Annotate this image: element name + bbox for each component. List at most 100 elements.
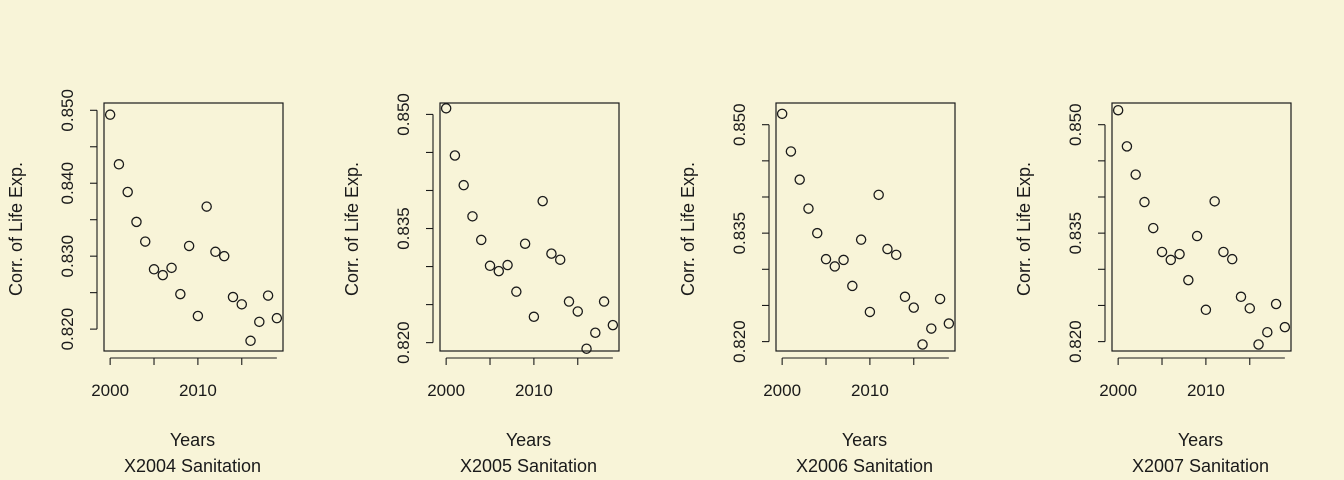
data-point (210, 246, 221, 258)
data-point (192, 310, 204, 322)
data-point (864, 306, 876, 318)
data-points (440, 103, 619, 354)
data-point (1235, 291, 1247, 303)
data-point (1191, 230, 1203, 242)
plot-frame (775, 102, 956, 352)
data-point (511, 286, 522, 297)
x-axis-label: Years (842, 430, 887, 450)
data-point (1218, 246, 1229, 258)
data-point (1183, 274, 1194, 286)
y-axis: 0.820 0.830 0.840 0.850 (58, 89, 98, 351)
y-axis: 0.820 0.835 0.850 (730, 103, 770, 363)
data-point (1112, 104, 1124, 116)
data-point (1130, 169, 1141, 180)
y-axis-label: Corr. of Life Exp. (1014, 162, 1034, 296)
data-point (175, 288, 186, 300)
x-axis: 2000 2010 (763, 357, 949, 400)
data-point (131, 216, 142, 228)
data-point (847, 280, 858, 292)
chart-caption: X2005 Sanitation (460, 456, 597, 476)
y-axis-label: Corr. of Life Exp. (6, 162, 26, 296)
y-tick-label: 0.835 (394, 207, 413, 250)
chart-caption: X2007 Sanitation (1132, 456, 1269, 476)
data-point (873, 189, 884, 201)
x-axis-label: Years (170, 430, 215, 450)
scatter-chart-4: 2000 2010 0.820 0.835 0.850 Corr. of Life Exp… (1014, 102, 1292, 476)
data-point (449, 150, 461, 161)
x-tick-label: 2010 (515, 381, 553, 400)
data-point (838, 254, 849, 266)
data-point (908, 302, 920, 313)
data-point (484, 260, 496, 272)
data-point (943, 318, 955, 329)
data-points (776, 108, 955, 350)
x-tick-label: 2010 (179, 381, 217, 400)
data-point (1279, 321, 1291, 333)
y-tick-label: 0.850 (1066, 103, 1085, 146)
data-point (607, 319, 619, 331)
data-point (1244, 303, 1256, 314)
data-point (1165, 254, 1177, 266)
data-point (785, 146, 797, 157)
data-point (122, 186, 133, 198)
data-point (475, 234, 487, 246)
data-point (218, 250, 230, 262)
y-tick-label: 0.830 (58, 235, 77, 278)
y-axis-label: Corr. of Life Exp. (678, 162, 698, 296)
data-point (934, 293, 946, 305)
data-point (236, 299, 248, 310)
y-tick-label: 0.820 (394, 321, 413, 364)
data-point (829, 261, 841, 272)
data-point (803, 203, 814, 214)
y-tick-label: 0.835 (730, 212, 749, 255)
data-point (855, 234, 867, 245)
data-point (1270, 298, 1282, 310)
data-point (1200, 304, 1212, 316)
x-tick-label: 2010 (851, 381, 889, 400)
data-point (528, 311, 540, 323)
data-points (104, 109, 283, 347)
data-point (104, 109, 116, 120)
y-tick-label: 0.820 (58, 308, 77, 351)
data-point (1226, 253, 1238, 265)
chart-caption: X2006 Sanitation (796, 456, 933, 476)
data-point (890, 249, 902, 261)
data-point (201, 201, 212, 212)
data-point (227, 291, 239, 303)
x-axis: 2000 2010 (427, 357, 613, 400)
data-point (157, 269, 169, 281)
data-point (590, 327, 601, 338)
y-tick-label: 0.850 (58, 89, 77, 132)
data-point (776, 108, 788, 120)
data-point (245, 335, 256, 347)
data-point (1253, 339, 1264, 350)
data-point (1121, 141, 1133, 152)
plot-frame (103, 102, 284, 352)
y-tick-label: 0.850 (730, 103, 749, 146)
y-axis: 0.820 0.835 0.850 (1066, 103, 1106, 363)
x-tick-label: 2010 (1187, 381, 1225, 400)
data-point (811, 227, 823, 239)
y-tick-label: 0.850 (394, 93, 413, 136)
data-point (166, 262, 177, 274)
data-point (537, 195, 548, 207)
plot-frame (1111, 102, 1292, 352)
data-point (598, 296, 610, 307)
chart-caption: X2004 Sanitation (124, 456, 261, 476)
data-point (926, 323, 937, 334)
data-point (572, 306, 584, 317)
y-axis-label: Corr. of Life Exp. (342, 162, 362, 296)
data-point (148, 264, 160, 275)
data-point (113, 159, 125, 170)
x-axis: 2000 2010 (1099, 357, 1285, 400)
x-axis: 2000 2010 (91, 357, 277, 400)
data-point (581, 343, 592, 354)
data-point (546, 248, 557, 259)
data-point (262, 290, 274, 301)
data-point (1147, 222, 1159, 234)
data-point (183, 240, 195, 252)
data-point (1209, 196, 1220, 207)
data-point (467, 211, 478, 222)
data-point (554, 254, 566, 265)
